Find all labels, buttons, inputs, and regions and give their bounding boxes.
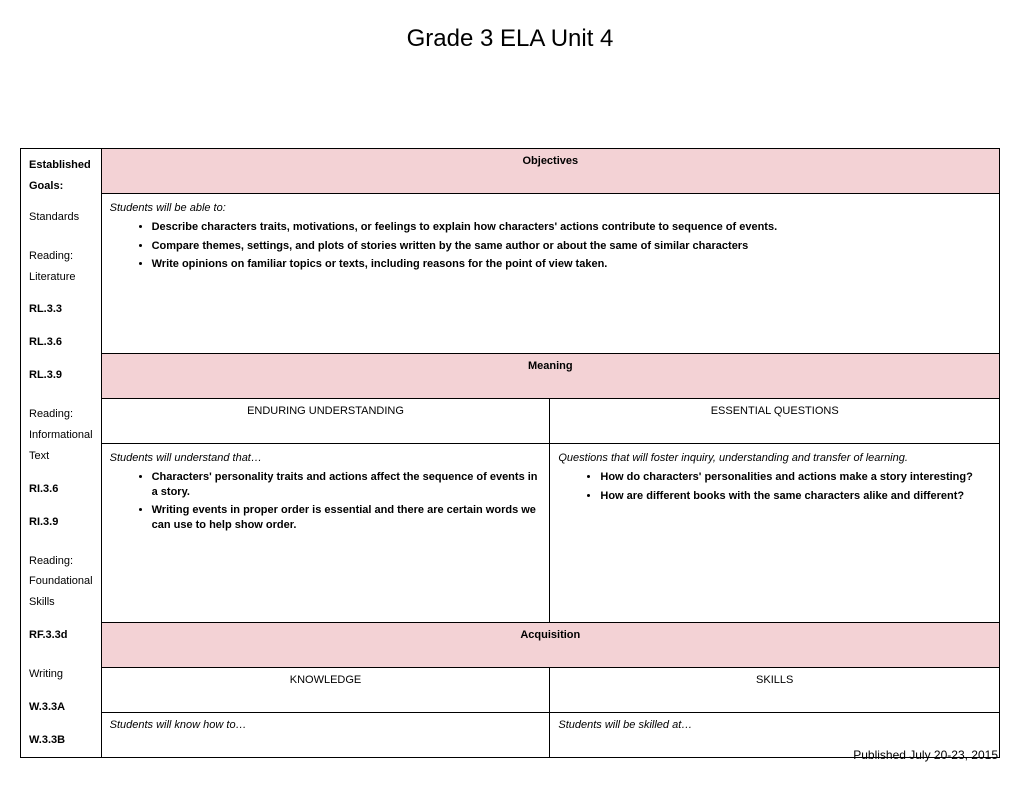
acquisition-header: Acquisition [101,623,999,668]
knowledge-lead-cell: Students will know how to… [101,712,550,757]
enduring-understanding-header: ENDURING UNDERSTANDING [101,398,550,443]
standard-code: RF.3.3d [29,625,93,646]
list-item: Describe characters traits, motivations,… [152,220,991,235]
eq-list: How do characters' personalities and act… [558,470,991,504]
standard-code: RI.3.9 [29,512,93,533]
essential-questions-header: ESSENTIAL QUESTIONS [550,398,1000,443]
eu-list: Characters' personality traits and actio… [110,470,542,533]
eq-lead: Questions that will foster inquiry, unde… [558,450,991,466]
knowledge-lead: Students will know how to… [110,719,247,731]
eu-lead: Students will understand that… [110,450,542,466]
left-goals-column: Established Goals: Standards Reading: Li… [21,149,102,758]
list-item: Compare themes, settings, and plots of s… [152,239,991,254]
standards-section-title: Reading: Foundational Skills [29,551,93,614]
objectives-header: Objectives [101,149,999,194]
curriculum-table: Established Goals: Standards Reading: Li… [20,148,1000,758]
standard-code: RL.3.9 [29,365,93,386]
standard-code: W.3.3B [29,730,93,751]
standards-section-title: Reading: Literature [29,246,93,288]
skills-header: SKILLS [550,668,1000,713]
objectives-list: Describe characters traits, motivations,… [110,220,991,273]
list-item: How are different books with the same ch… [600,489,991,504]
objectives-content: Students will be able to: Describe chara… [101,193,999,353]
standard-code: RL.3.6 [29,332,93,353]
established-goals-heading: Established Goals: [29,155,93,197]
knowledge-header: KNOWLEDGE [101,668,550,713]
list-item: Writing events in proper order is essent… [152,503,542,533]
list-item: Write opinions on familiar topics or tex… [152,257,991,272]
objectives-lead: Students will be able to: [110,200,991,216]
standard-code: RI.3.6 [29,479,93,500]
standards-section-title: Reading: Informational Text [29,404,93,467]
enduring-understanding-content: Students will understand that… Character… [101,443,550,623]
standards-section-title: Writing [29,664,93,685]
skills-lead: Students will be skilled at… [558,719,692,731]
essential-questions-content: Questions that will foster inquiry, unde… [550,443,1000,623]
list-item: How do characters' personalities and act… [600,470,991,485]
list-item: Characters' personality traits and actio… [152,470,542,500]
standards-subheading: Standards [29,207,93,228]
standard-code: W.3.3A [29,697,93,718]
standard-code: RL.3.3 [29,299,93,320]
page-title: Grade 3 ELA Unit 4 [20,25,1000,53]
meaning-header: Meaning [101,354,999,399]
footer-text: Published July 20-23, 2015 [853,748,998,762]
